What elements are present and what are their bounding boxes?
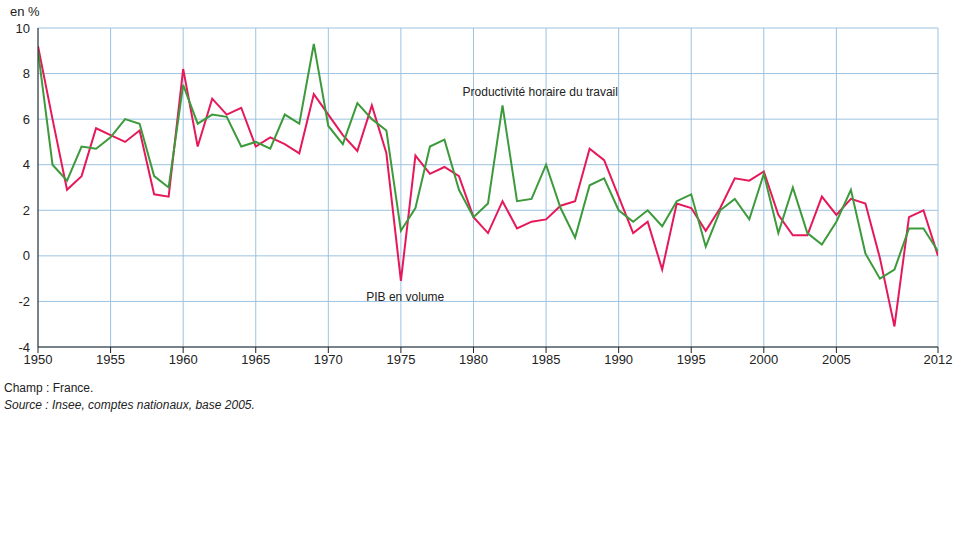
svg-text:8: 8 xyxy=(23,66,30,81)
html-text:en %: en % xyxy=(10,4,40,19)
html-text:Source : Insee, comptes nation: Source : Insee, comptes nationaux, base … xyxy=(4,398,255,412)
svg-text:2012: 2012 xyxy=(924,352,952,367)
html-text:Champ : France.: Champ : France. xyxy=(4,381,94,395)
svg-text:1950: 1950 xyxy=(23,352,53,368)
svg-text:PIB en volume: PIB en volume xyxy=(366,290,444,304)
svg-text:10: 10 xyxy=(16,21,30,36)
svg-text:-2: -2 xyxy=(18,294,30,309)
svg-text:1955: 1955 xyxy=(96,352,125,367)
svg-text:2005: 2005 xyxy=(822,352,851,367)
svg-text:6: 6 xyxy=(23,112,30,127)
svg-text:2000: 2000 xyxy=(749,352,778,367)
svg-text:0: 0 xyxy=(23,248,30,263)
svg-text:1985: 1985 xyxy=(532,352,561,367)
svg-text:1965: 1965 xyxy=(241,352,270,367)
svg-text:1975: 1975 xyxy=(386,352,415,367)
svg-text:4: 4 xyxy=(23,157,30,172)
svg-text:-4: -4 xyxy=(18,340,30,355)
svg-text:1995: 1995 xyxy=(677,352,706,367)
svg-text:Productivité horaire du travai: Productivité horaire du travail xyxy=(463,85,618,99)
svg-text:1980: 1980 xyxy=(459,352,488,367)
svg-text:1970: 1970 xyxy=(314,352,343,367)
svg-text:1990: 1990 xyxy=(604,352,633,367)
svg-text:1960: 1960 xyxy=(169,352,198,367)
svg-text:2: 2 xyxy=(23,203,30,218)
